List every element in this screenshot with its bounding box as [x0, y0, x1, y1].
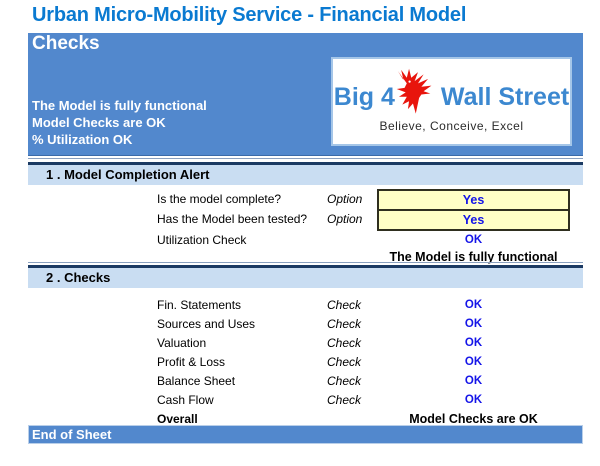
row-type-label: Check	[327, 298, 362, 312]
row-sources-and-uses: Sources and Uses Check OK	[28, 315, 583, 334]
check-status-value: OK	[464, 356, 483, 368]
eagle-icon	[396, 68, 432, 114]
status-message: Model Checks are OK	[409, 412, 538, 426]
logo-text-row: Big 4 Wall Street	[333, 68, 570, 123]
row-type-label: Check	[327, 393, 362, 407]
row-label: Sources and Uses	[157, 317, 256, 331]
end-of-sheet-label: End of Sheet	[32, 427, 112, 442]
row-label: Overall	[157, 412, 198, 426]
check-status-value: OK	[464, 234, 483, 246]
row-type-label: Option	[327, 192, 363, 206]
row-label: Utilization Check	[157, 233, 247, 247]
row-type-label: Check	[327, 336, 362, 350]
row-valuation: Valuation Check OK	[28, 334, 583, 353]
check-status-value: OK	[464, 318, 483, 330]
section-divider-line	[28, 262, 583, 263]
row-type-label: Option	[327, 212, 363, 226]
model-tested-option-input[interactable]: Yes	[379, 209, 568, 229]
status-line-1: The Model is fully functional	[32, 98, 207, 113]
sheet-banner: Checks The Model is fully functional Mod…	[28, 33, 583, 156]
row-label: Is the model complete?	[157, 192, 282, 206]
row-model-complete: Is the model complete? Option	[28, 190, 583, 209]
status-message: The Model is fully functional	[389, 250, 558, 264]
sheet-heading: Checks	[32, 33, 100, 54]
row-profit-and-loss: Profit & Loss Check OK	[28, 353, 583, 372]
section-header-model-completion-alert: 1 . Model Completion Alert	[28, 162, 583, 185]
row-completion-message: The Model is fully functional	[28, 248, 583, 267]
row-label: Fin. Statements	[157, 298, 242, 312]
row-cash-flow: Cash Flow Check OK	[28, 391, 583, 410]
page-title: Urban Micro-Mobility Service - Financial…	[32, 4, 467, 26]
row-label: Profit & Loss	[157, 355, 226, 369]
model-complete-option-input[interactable]: Yes	[462, 193, 485, 207]
row-label: Cash Flow	[157, 393, 214, 407]
end-of-sheet-bar: End of Sheet	[28, 425, 583, 444]
option-input-group: Yes Yes	[377, 189, 570, 231]
check-status-value: OK	[464, 394, 483, 406]
row-type-label: Check	[327, 374, 362, 388]
logo-text-left: Big 4	[333, 83, 395, 111]
row-utilization-check: Utilization Check OK	[28, 231, 583, 250]
row-label: Has the Model been tested?	[157, 212, 308, 226]
row-label: Balance Sheet	[157, 374, 236, 388]
check-status-value: OK	[464, 375, 483, 387]
row-fin-statements: Fin. Statements Check OK	[28, 296, 583, 315]
section-title: 1 . Model Completion Alert	[46, 167, 210, 182]
banner-status-lines: The Model is fully functional Model Chec…	[32, 97, 207, 148]
row-type-label: Check	[327, 317, 362, 331]
logo-tagline: Believe, Conceive, Excel	[379, 118, 524, 133]
section-title: 2 . Checks	[46, 270, 111, 285]
check-status-value: OK	[464, 299, 483, 311]
check-status-value: OK	[464, 337, 483, 349]
status-line-2: Model Checks are OK	[32, 115, 166, 130]
status-line-3: % Utilization OK	[32, 132, 133, 147]
row-type-label: Check	[327, 355, 362, 369]
row-label: Valuation	[157, 336, 207, 350]
row-model-tested: Has the Model been tested? Option	[28, 210, 583, 229]
row-balance-sheet: Balance Sheet Check OK	[28, 372, 583, 391]
logo-text-right: Wall Street	[440, 83, 570, 111]
section-header-checks: 2 . Checks	[28, 265, 583, 288]
company-logo: Big 4 Wall Street Believe, Conceive, Exc…	[331, 57, 572, 146]
section-divider-line	[28, 158, 583, 159]
row-overall: Overall Model Checks are OK	[28, 410, 583, 429]
